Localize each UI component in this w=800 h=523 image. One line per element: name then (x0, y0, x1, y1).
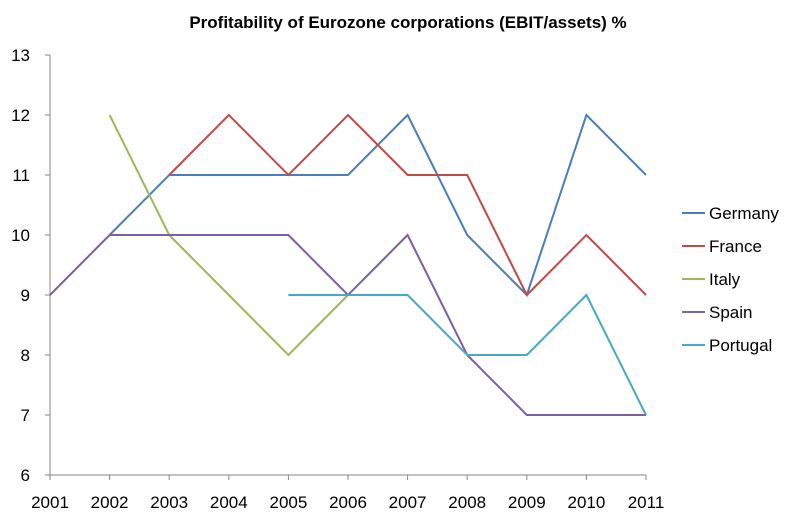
legend-label-italy: Italy (709, 270, 741, 289)
x-tick-label: 2011 (628, 493, 665, 512)
y-tick-label: 8 (21, 346, 30, 365)
x-tick-label: 2003 (150, 493, 188, 512)
y-tick-label: 7 (21, 406, 30, 425)
legend-label-portugal: Portugal (709, 336, 772, 355)
y-tick-label: 9 (21, 286, 30, 305)
x-tick-label: 2002 (91, 493, 129, 512)
x-tick-label: 2008 (448, 493, 486, 512)
y-tick-label: 11 (12, 166, 30, 185)
series-line-portugal (288, 293, 647, 416)
y-tick-label: 10 (11, 226, 30, 245)
y-tick-label: 12 (11, 106, 30, 125)
axes: 6 7 8 9 10 11 12 13 2001 2002 2003 2004 2005 2006 2007… (11, 46, 664, 512)
legend-label-germany: Germany (709, 204, 779, 223)
series-line-france (168, 113, 647, 297)
legend-label-spain: Spain (709, 303, 752, 322)
series-lines (49, 113, 647, 416)
x-tick-label: 2007 (389, 493, 427, 512)
chart-title: Profitability of Eurozone corporations (… (189, 13, 626, 32)
x-tick-label: 2006 (329, 493, 367, 512)
series-line-germany (108, 113, 647, 297)
y-tick-label: 6 (21, 466, 30, 485)
legend: Germany France Italy Spain Portugal (682, 204, 779, 355)
series-line-italy (108, 114, 349, 357)
y-tick-label: 13 (11, 46, 30, 65)
x-tick-label: 2010 (567, 493, 605, 512)
x-tick-label: 2005 (269, 493, 307, 512)
x-tick-label: 2004 (210, 493, 248, 512)
x-tick-label: 2009 (508, 493, 546, 512)
x-tick-label: 2001 (31, 493, 69, 512)
legend-label-france: France (709, 237, 762, 256)
